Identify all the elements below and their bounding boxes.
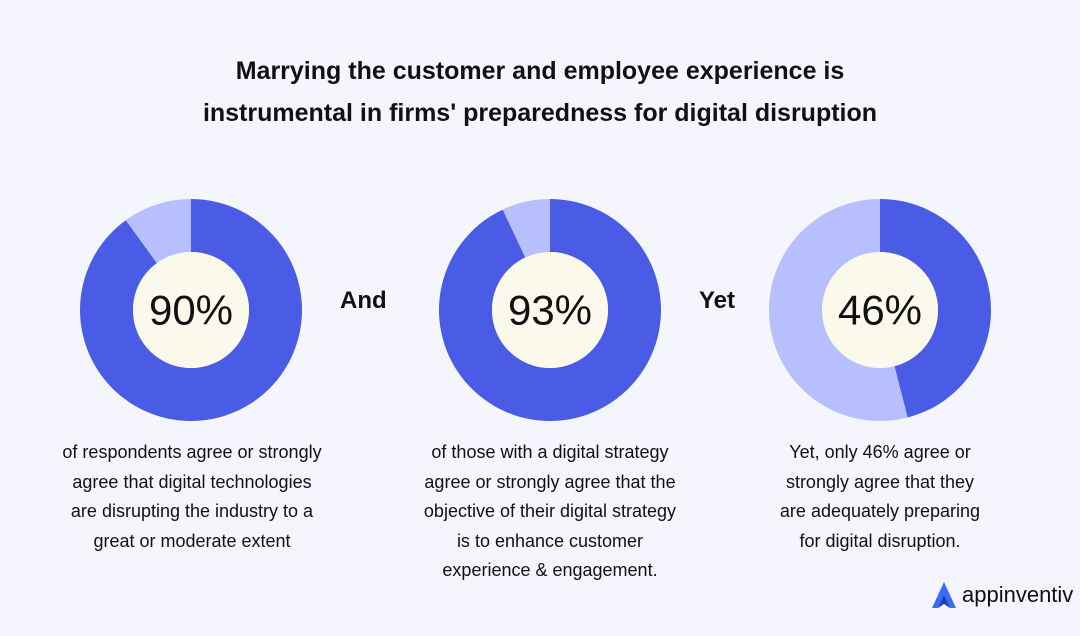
caption-2-line: agree or strongly agree that the bbox=[424, 471, 676, 492]
donut-1-center bbox=[133, 252, 249, 368]
caption-3-line: Yet, only 46% agree or bbox=[789, 442, 971, 462]
caption-1: of respondents agree or strongly agree t… bbox=[32, 438, 352, 556]
title-line-2: instrumental in firms' preparedness for … bbox=[202, 99, 878, 127]
donut-1-slice-remainder bbox=[125, 199, 191, 264]
caption-3: Yet, only 46% agree or strongly agree th… bbox=[740, 438, 1020, 556]
connector-yet: Yet bbox=[699, 287, 736, 314]
donut-chart-3: 46% bbox=[769, 199, 991, 421]
donut-chart-1: 90% bbox=[79, 199, 302, 421]
caption-1-line: agree that digital technologies bbox=[72, 471, 312, 492]
donut-1-slice-agree bbox=[79, 199, 302, 421]
caption-3-line: strongly agree that they bbox=[785, 471, 975, 492]
caption-2-line: objective of their digital strategy bbox=[423, 501, 677, 521]
donut-2-slice-remainder bbox=[502, 199, 550, 258]
caption-2-line: is to enhance customer bbox=[456, 530, 644, 551]
caption-2-line: experience & engagement. bbox=[442, 560, 658, 580]
donut-3-center bbox=[822, 252, 938, 368]
caption-3-line: are adequately preparing bbox=[779, 501, 981, 521]
donut-3-percent-label: 46% bbox=[838, 287, 922, 334]
page-title: Marrying the customer and employee exper… bbox=[0, 50, 1080, 134]
donut-2-slice-agree bbox=[438, 199, 661, 421]
caption-1-line: are disrupting the industry to a bbox=[70, 501, 314, 521]
brand-name: appinventiv bbox=[962, 582, 1074, 607]
appinventiv-logo-icon bbox=[932, 582, 956, 608]
caption-2-line: of those with a digital strategy bbox=[431, 442, 669, 462]
title-line-1: Marrying the customer and employee exper… bbox=[235, 57, 845, 85]
caption-2: of those with a digital strategy agree o… bbox=[390, 438, 710, 586]
caption-1-line: great or moderate extent bbox=[93, 530, 291, 551]
donut-2-center bbox=[492, 252, 608, 368]
caption-1-line: of respondents agree or strongly bbox=[62, 442, 322, 462]
connector-and: And bbox=[340, 287, 387, 314]
donut-3-slice-agree bbox=[880, 199, 991, 418]
donut-2-percent-label: 93% bbox=[508, 287, 592, 334]
donut-3-slice-remainder bbox=[769, 199, 908, 421]
donut-chart-2: 93% bbox=[438, 199, 661, 421]
caption-3-line: for digital disruption. bbox=[799, 530, 961, 551]
brand-logo: appinventiv bbox=[930, 580, 1073, 610]
donut-1-percent-label: 90% bbox=[149, 287, 233, 334]
